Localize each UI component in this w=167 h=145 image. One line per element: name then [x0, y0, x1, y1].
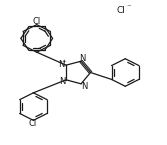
Text: N: N — [81, 82, 87, 91]
Text: ⁻: ⁻ — [126, 3, 131, 12]
Text: Cl: Cl — [117, 6, 126, 15]
Text: Cl: Cl — [32, 17, 40, 26]
Text: +: + — [62, 59, 66, 64]
Text: N: N — [58, 59, 64, 69]
Text: N: N — [59, 77, 65, 87]
Text: N: N — [79, 54, 85, 62]
Text: Cl: Cl — [29, 119, 37, 128]
